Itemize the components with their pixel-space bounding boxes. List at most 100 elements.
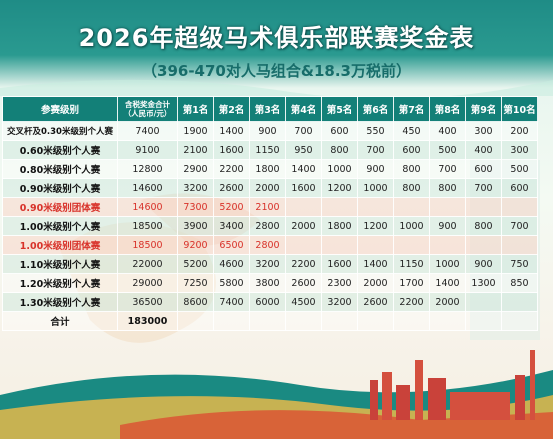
row-prize: 800 bbox=[393, 159, 430, 179]
header-level: 参赛级别 bbox=[2, 96, 118, 122]
row-prize: 1800 bbox=[249, 159, 286, 179]
row-prize: 1400 bbox=[285, 159, 322, 179]
table-body: 交叉杆及0.30米级别个人赛 7400 1900 1400 900 700 600 550 45… bbox=[2, 121, 538, 331]
row-prize: 3400 bbox=[213, 216, 250, 236]
total-empty-cell bbox=[285, 311, 322, 331]
row-level-name: 1.00米级别团体赛 bbox=[2, 235, 118, 255]
row-prize: 3200 bbox=[249, 254, 286, 274]
total-empty-cell bbox=[177, 311, 214, 331]
row-prize: 300 bbox=[501, 140, 538, 160]
row-prize: 2000 bbox=[285, 216, 322, 236]
row-prize: 600 bbox=[501, 178, 538, 198]
table-row: 1.20米级别个人赛 29000 7250 5800 3800 2600 2300 2000 1… bbox=[2, 273, 538, 293]
row-prize: 550 bbox=[357, 121, 394, 141]
row-level-name: 1.30米级别个人赛 bbox=[2, 292, 118, 312]
row-prize: 200 bbox=[501, 121, 538, 141]
header-place: 第4名 bbox=[285, 96, 322, 122]
row-prize: 1000 bbox=[321, 159, 358, 179]
row-prize: 1600 bbox=[321, 254, 358, 274]
row-level-name: 0.80米级别个人赛 bbox=[2, 159, 118, 179]
row-prize: 600 bbox=[321, 121, 358, 141]
table-row: 0.80米级别个人赛 12800 2900 2200 1800 1400 1000 900 80… bbox=[2, 159, 538, 179]
row-prize: 2000 bbox=[249, 178, 286, 198]
table-header-row: 参赛级别 含税奖金合计 （人民币/元） 第1名 第2名 第3名 第4名 第5名 … bbox=[2, 96, 538, 122]
row-prize: 400 bbox=[429, 121, 466, 141]
header-place: 第7名 bbox=[393, 96, 430, 122]
row-prize bbox=[393, 235, 430, 255]
row-prize: 750 bbox=[501, 254, 538, 274]
row-prize: 500 bbox=[501, 159, 538, 179]
row-prize: 1600 bbox=[285, 178, 322, 198]
row-prize bbox=[465, 235, 502, 255]
row-prize: 450 bbox=[393, 121, 430, 141]
row-prize: 1200 bbox=[321, 178, 358, 198]
header-place: 第8名 bbox=[429, 96, 466, 122]
row-total: 12800 bbox=[117, 159, 178, 179]
row-level-name: 交叉杆及0.30米级别个人赛 bbox=[2, 121, 118, 141]
row-prize: 4500 bbox=[285, 292, 322, 312]
table-row: 交叉杆及0.30米级别个人赛 7400 1900 1400 900 700 600 550 45… bbox=[2, 121, 538, 141]
row-prize: 3900 bbox=[177, 216, 214, 236]
header-place: 第10名 bbox=[501, 96, 538, 122]
total-empty-cell bbox=[465, 311, 502, 331]
header-place: 第1名 bbox=[177, 96, 214, 122]
row-prize: 2300 bbox=[321, 273, 358, 293]
row-prize: 2100 bbox=[177, 140, 214, 160]
row-prize: 900 bbox=[429, 216, 466, 236]
row-prize: 1700 bbox=[393, 273, 430, 293]
row-prize bbox=[501, 197, 538, 217]
row-prize: 1300 bbox=[465, 273, 502, 293]
row-prize: 900 bbox=[465, 254, 502, 274]
row-prize bbox=[465, 292, 502, 312]
row-prize: 800 bbox=[321, 140, 358, 160]
row-level-name: 0.90米级别个人赛 bbox=[2, 178, 118, 198]
header-total-line1: 含税奖金合计 bbox=[125, 100, 170, 109]
row-prize: 2600 bbox=[213, 178, 250, 198]
total-value: 183000 bbox=[117, 311, 178, 331]
total-row: 合计 183000 bbox=[2, 311, 538, 331]
row-prize: 1400 bbox=[357, 254, 394, 274]
row-total: 18500 bbox=[117, 216, 178, 236]
row-prize: 1000 bbox=[357, 178, 394, 198]
row-prize: 3200 bbox=[321, 292, 358, 312]
header-total-line2: （人民币/元） bbox=[123, 109, 172, 118]
row-prize bbox=[465, 197, 502, 217]
row-prize: 6000 bbox=[249, 292, 286, 312]
row-prize bbox=[321, 197, 358, 217]
row-prize: 900 bbox=[249, 121, 286, 141]
row-prize: 2200 bbox=[393, 292, 430, 312]
row-total: 29000 bbox=[117, 273, 178, 293]
header-place: 第2名 bbox=[213, 96, 250, 122]
row-prize: 2000 bbox=[429, 292, 466, 312]
total-empty-cell bbox=[213, 311, 250, 331]
row-prize: 2900 bbox=[177, 159, 214, 179]
row-level-name: 0.90米级别团体赛 bbox=[2, 197, 118, 217]
row-prize: 5800 bbox=[213, 273, 250, 293]
header-place: 第6名 bbox=[357, 96, 394, 122]
total-empty-cell bbox=[321, 311, 358, 331]
row-prize: 700 bbox=[501, 216, 538, 236]
row-prize: 2100 bbox=[249, 197, 286, 217]
total-empty-cell bbox=[429, 311, 466, 331]
header-place: 第3名 bbox=[249, 96, 286, 122]
row-prize: 2600 bbox=[285, 273, 322, 293]
header-place: 第5名 bbox=[321, 96, 358, 122]
row-prize: 5200 bbox=[213, 197, 250, 217]
row-total: 36500 bbox=[117, 292, 178, 312]
row-prize: 3800 bbox=[249, 273, 286, 293]
row-prize: 1150 bbox=[249, 140, 286, 160]
row-prize: 1000 bbox=[393, 216, 430, 236]
table-row: 1.00米级别团体赛 18500 9200 6500 2800 bbox=[2, 235, 538, 255]
row-total: 14600 bbox=[117, 197, 178, 217]
row-prize: 700 bbox=[285, 121, 322, 141]
row-total: 22000 bbox=[117, 254, 178, 274]
row-total: 9100 bbox=[117, 140, 178, 160]
total-label: 合计 bbox=[2, 311, 118, 331]
row-prize: 5200 bbox=[177, 254, 214, 274]
table-row: 0.60米级别个人赛 9100 2100 1600 1150 950 800 700 600 50… bbox=[2, 140, 538, 160]
row-prize bbox=[285, 235, 322, 255]
row-prize: 300 bbox=[465, 121, 502, 141]
row-prize: 1800 bbox=[321, 216, 358, 236]
row-prize: 700 bbox=[429, 159, 466, 179]
row-prize: 700 bbox=[357, 140, 394, 160]
